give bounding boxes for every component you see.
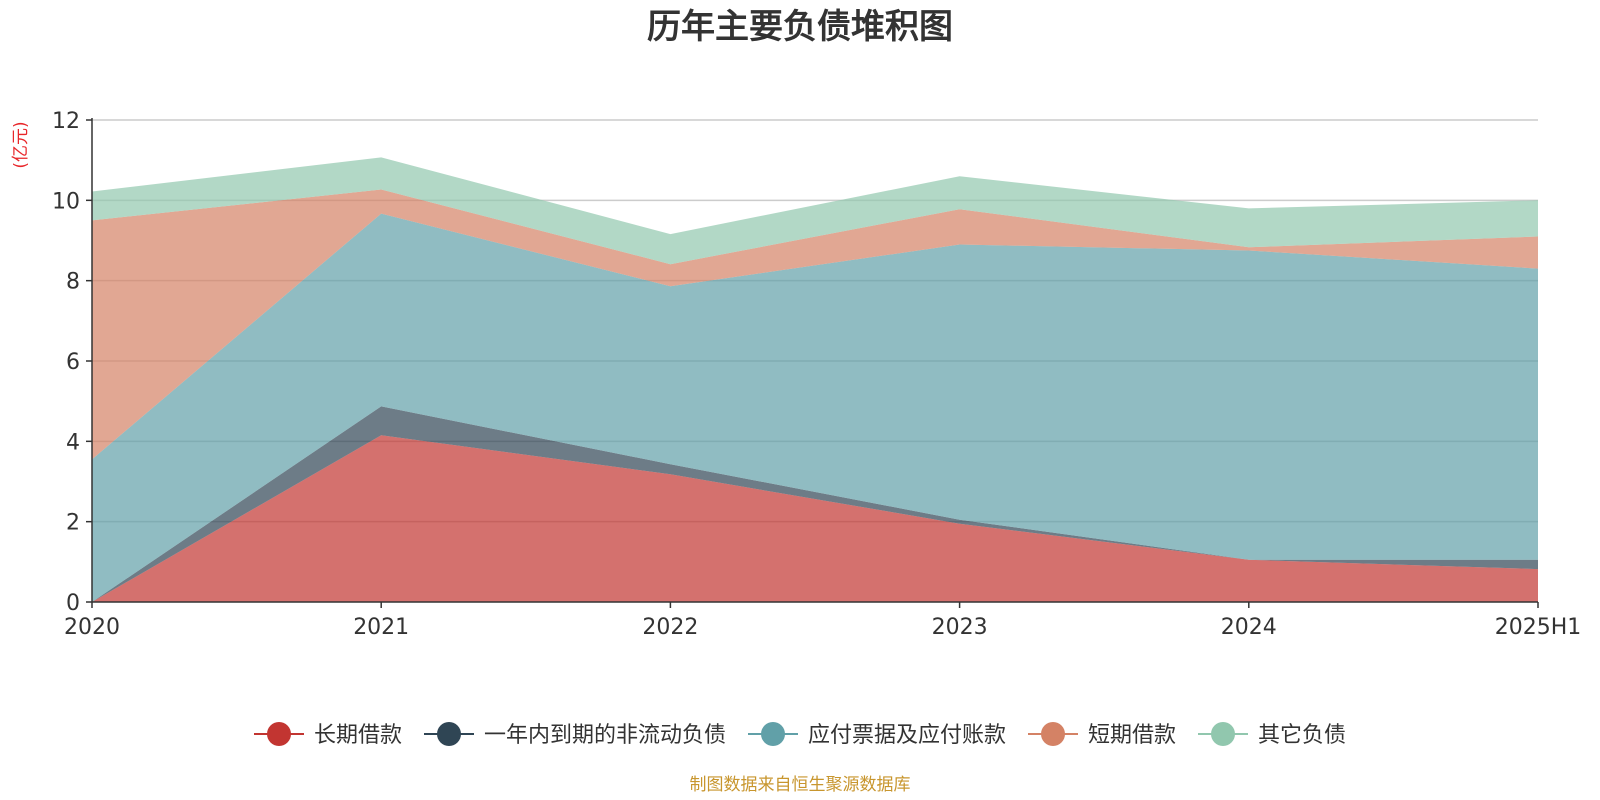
- area-series-0: [92, 435, 1538, 602]
- area-series-2: [92, 213, 1538, 602]
- tick-labels: 0 2 4 6 8 10 12 2020 2021 2022 2023 2024 2025H1: [52, 109, 1581, 640]
- legend-item-2[interactable]: 应付票据及应付账款: [748, 722, 1006, 748]
- legend-marker-3: [1041, 722, 1065, 746]
- x-tick-label-4: 2024: [1221, 615, 1277, 640]
- y-tick-label-0: 0: [66, 591, 80, 616]
- legend-marker-2: [761, 722, 785, 746]
- y-tick-label-5: 10: [52, 189, 80, 214]
- area-series-3: [92, 189, 1538, 460]
- y-tick-label-4: 8: [66, 270, 80, 295]
- data-source-note: 制图数据来自恒生聚源数据库: [690, 775, 911, 795]
- y-tick-label-1: 2: [66, 511, 80, 536]
- legend-item-1[interactable]: 一年内到期的非流动负债: [424, 722, 726, 748]
- y-tick-label-6: 12: [52, 109, 80, 134]
- legend-item-0[interactable]: 长期借款: [254, 722, 402, 748]
- legend-label-2: 应付票据及应付账款: [808, 723, 1006, 748]
- legend: 长期借款 一年内到期的非流动负债 应付票据及应付账款 短期借款 其它负债: [254, 722, 1346, 748]
- legend-label-4: 其它负债: [1258, 723, 1346, 748]
- legend-marker-0: [267, 722, 291, 746]
- area-series-4: [92, 157, 1538, 265]
- area-series: [92, 157, 1538, 602]
- x-tick-label-3: 2023: [932, 615, 988, 640]
- x-tick-label-0: 2020: [64, 615, 120, 640]
- y-tick-label-2: 4: [66, 430, 80, 455]
- x-tick-label-2: 2022: [642, 615, 698, 640]
- legend-marker-1: [437, 722, 461, 746]
- x-tick-label-5: 2025H1: [1495, 615, 1582, 640]
- chart-title: 历年主要负债堆积图: [647, 7, 953, 47]
- legend-label-3: 短期借款: [1088, 723, 1176, 748]
- legend-label-1: 一年内到期的非流动负债: [484, 723, 726, 748]
- legend-label-0: 长期借款: [314, 723, 402, 748]
- legend-marker-4: [1211, 722, 1235, 746]
- y-tick-label-3: 6: [66, 350, 80, 375]
- x-tick-label-1: 2021: [353, 615, 409, 640]
- axes: [86, 118, 1539, 608]
- y-axis-unit-label: (亿元): [11, 121, 31, 168]
- legend-item-4[interactable]: 其它负债: [1198, 722, 1346, 748]
- legend-item-3[interactable]: 短期借款: [1028, 722, 1176, 748]
